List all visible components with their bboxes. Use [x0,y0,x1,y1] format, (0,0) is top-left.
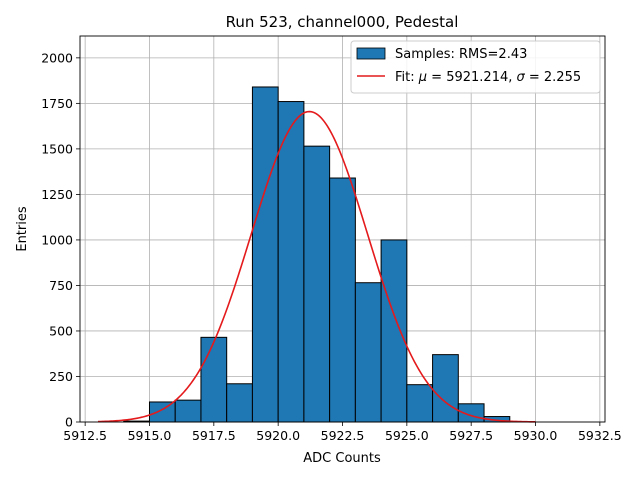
histogram-bar [329,177,356,423]
x-tick-label: 5917.5 [192,428,236,443]
histogram-bar [277,101,305,423]
x-tick-label: 5927.5 [449,428,493,443]
y-axis-label: Entries [15,206,30,252]
histogram-bars [123,86,511,423]
histogram-bar [303,145,331,423]
histogram-bar [251,86,279,423]
x-tick-label: 5912.5 [63,428,107,443]
y-tick-label: 250 [49,369,73,384]
fit-curve [97,110,536,423]
legend-samples-swatch [356,47,386,60]
y-tick-label: 750 [49,278,73,293]
y-tick-label: 0 [65,415,73,430]
x-tick-label: 5930.0 [514,428,558,443]
histogram-bar [148,401,176,423]
y-tick-label: 2000 [41,50,73,65]
legend-fit-label: Fit: μ = 5921.214, σ = 2.255 [395,70,581,85]
y-tick-label: 1000 [41,232,73,247]
y-tick-label: 1500 [41,141,73,156]
y-tick-label: 1750 [41,96,73,111]
histogram-bar [226,383,253,423]
histogram-bar [200,336,228,423]
y-tick-label: 1250 [41,187,73,202]
legend-box [350,40,601,94]
x-tick-label: 5922.5 [321,428,365,443]
legend: Samples: RMS=2.43 Fit: μ = 5921.214, σ =… [350,40,601,94]
y-axis-ticks: 0 250 500 750 1000 1250 1500 1750 2000 [41,50,80,430]
x-axis-label: ADC Counts [303,451,381,466]
histogram-bar [406,384,434,423]
histogram-bar [174,399,202,423]
y-tick-label: 500 [49,323,73,338]
x-axis-ticks: 5912.5 5915.0 5917.5 5920.0 5922.5 5925.0 5927… [63,422,622,443]
legend-samples-label: Samples: RMS=2.43 [395,47,527,62]
x-tick-label: 5925.0 [385,428,429,443]
histogram-bar [380,239,408,423]
x-tick-label: 5915.0 [128,428,172,443]
x-tick-label: 5920.0 [256,428,300,443]
x-tick-label: 5932.5 [578,428,622,443]
histogram-bar [432,354,459,423]
gaussian-fit-line [97,110,536,423]
chart-title: Run 523, channel000, Pedestal [226,13,459,31]
histogram-bar [354,282,382,423]
